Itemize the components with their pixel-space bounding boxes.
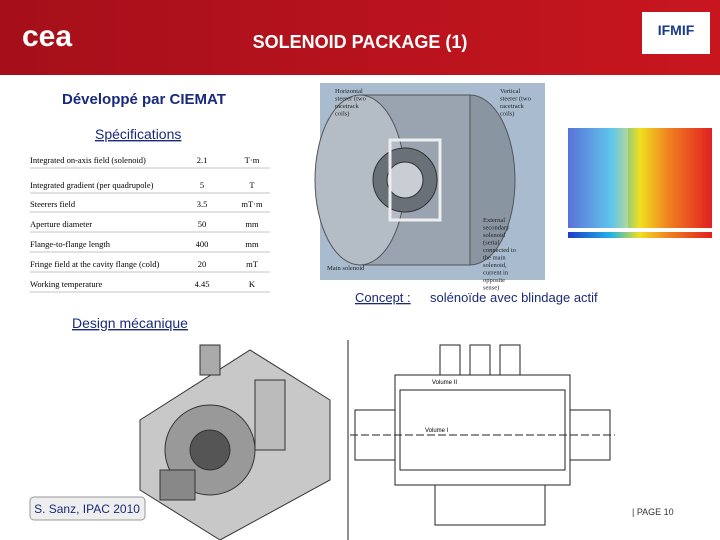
subtitle: Développé par CIEMAT bbox=[62, 91, 226, 108]
spec-value: 400 bbox=[196, 239, 209, 249]
spec-value: 20 bbox=[198, 259, 207, 269]
spec-value: 4.45 bbox=[195, 279, 210, 289]
figure-label: External secondary solenoid (serial connecte… bbox=[483, 217, 516, 292]
drawing-label: Volume I bbox=[425, 428, 449, 434]
spec-label: Working temperature bbox=[30, 279, 102, 289]
spec-label: Aperture diameter bbox=[30, 219, 92, 229]
spec-unit: T·m bbox=[245, 155, 260, 165]
title: SOLENOID PACKAGE (1) bbox=[253, 32, 468, 52]
header-band bbox=[0, 0, 720, 75]
drawing-label: Volume II bbox=[432, 380, 457, 386]
figure-label: Vertical steerer (two racetrack coils) bbox=[500, 88, 531, 118]
logo-left: cea bbox=[22, 20, 72, 53]
page-number: | PAGE 10 bbox=[632, 507, 674, 517]
spec-unit: mT·m bbox=[241, 199, 263, 209]
field-plot bbox=[568, 128, 712, 238]
logo-right: IFMIF bbox=[658, 22, 695, 38]
caption-text: solénoïde avec blindage actif bbox=[430, 290, 598, 305]
spec-unit: T bbox=[249, 180, 255, 190]
spec-value: 5 bbox=[200, 180, 204, 190]
spec-unit: mm bbox=[245, 219, 259, 229]
spec-label: Integrated on-axis field (solenoid) bbox=[30, 155, 146, 165]
spec-label: Flange-to-flange length bbox=[30, 239, 111, 249]
author-box bbox=[29, 496, 146, 521]
spec-label: Steerers field bbox=[30, 199, 76, 209]
spec-value: 2.1 bbox=[197, 155, 208, 165]
spec-unit: mT bbox=[246, 259, 259, 269]
specs-heading: Spécifications bbox=[95, 126, 181, 142]
spec-label: Fringe field at the cavity flange (cold) bbox=[30, 259, 160, 269]
caption-label: Concept : bbox=[355, 290, 411, 305]
author: S. Sanz, IPAC 2010 bbox=[34, 502, 140, 516]
spec-unit: mm bbox=[245, 239, 259, 249]
mechanical-render bbox=[139, 344, 331, 540]
concept-figure: Horizontal steerer (two racetrack coils) Ver… bbox=[314, 83, 545, 292]
spec-value: 50 bbox=[198, 219, 207, 229]
logo-right-box bbox=[642, 12, 710, 54]
spec-value: 3.5 bbox=[197, 199, 208, 209]
technical-drawing bbox=[347, 340, 615, 540]
spec-unit: K bbox=[249, 279, 256, 289]
figure-label: Main solenoid bbox=[327, 265, 365, 272]
spec-label: Integrated gradient (per quadrupole) bbox=[30, 180, 154, 190]
design-heading: Design mécanique bbox=[72, 315, 188, 331]
figure-label: Horizontal steerer (two racetrack coils) bbox=[335, 88, 366, 118]
